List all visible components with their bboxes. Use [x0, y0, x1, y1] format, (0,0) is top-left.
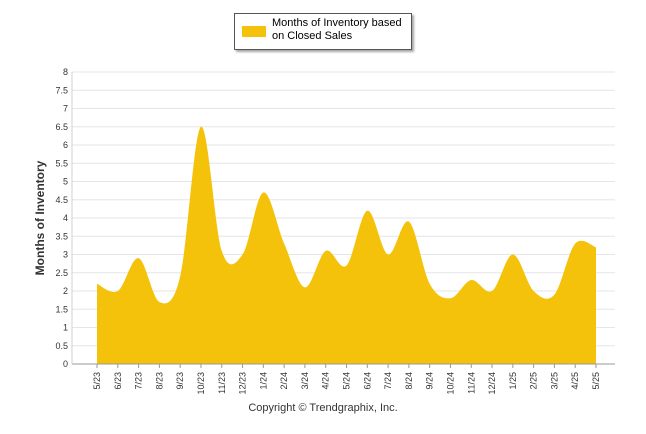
- x-tick-label: 6/24: [362, 372, 372, 390]
- y-tick-labels: 0 0.5 1 1.5 2 2.5 3 3.5 4 4.5 5 5.5 6 6.5 7 7.5 8: [55, 67, 68, 369]
- y-tick-label: 4.5: [55, 195, 68, 205]
- y-tick-label: 2.5: [55, 268, 68, 278]
- x-tick-label: 7/23: [134, 372, 144, 390]
- y-tick-label: 5: [63, 177, 68, 187]
- y-tick-label: 4: [63, 213, 68, 223]
- y-tick-label: 3.5: [55, 231, 68, 241]
- x-tick-labels: 5/23 6/23 7/23 8/23 9/23 10/23 11/23 12/23 1/24 2…: [92, 364, 601, 395]
- x-tick-label: 9/23: [175, 372, 185, 390]
- y-tick-label: 1: [63, 323, 68, 333]
- x-tick-label: 7/24: [383, 372, 393, 390]
- x-tick-label: 6/23: [113, 372, 123, 390]
- x-tick-label: 5/24: [342, 372, 352, 390]
- x-tick-label: 11/23: [217, 372, 227, 394]
- series-area: [97, 126, 596, 364]
- x-tick-label: 5/25: [591, 372, 601, 390]
- x-tick-label: 1/25: [508, 372, 518, 390]
- y-tick-label: 1.5: [55, 304, 68, 314]
- y-tick-label: 7: [63, 104, 68, 114]
- axes: [71, 72, 615, 365]
- x-tick-label: 9/24: [425, 372, 435, 390]
- x-tick-label: 3/24: [300, 372, 310, 390]
- x-tick-label: 12/23: [238, 372, 248, 395]
- y-axis-label: Months of Inventory: [33, 160, 47, 275]
- x-tick-label: 10/24: [445, 372, 455, 395]
- x-tick-label: 5/23: [92, 372, 102, 390]
- x-tick-label: 4/25: [570, 372, 580, 390]
- y-tick-label: 5.5: [55, 158, 68, 168]
- legend-swatch: [242, 26, 266, 37]
- y-tick-label: 6.5: [55, 122, 68, 132]
- series-area-group: [96, 126, 597, 364]
- x-tick-label: 1/24: [258, 372, 268, 390]
- copyright-text: Copyright © Trendgraphix, Inc.: [248, 402, 398, 414]
- legend-label: Months of Inventory based on Closed Sale…: [272, 17, 402, 42]
- y-tick-label: 0: [63, 359, 68, 369]
- x-tick-label: 10/23: [196, 372, 206, 395]
- y-tick-label: 6: [63, 140, 68, 150]
- x-tick-label: 11/24: [466, 372, 476, 394]
- x-tick-label: 4/24: [321, 372, 331, 390]
- y-tick-label: 3: [63, 250, 68, 260]
- y-tick-label: 7.5: [55, 85, 68, 95]
- legend: Months of Inventory based on Closed Sale…: [234, 13, 412, 50]
- x-tick-label: 2/25: [529, 372, 539, 390]
- x-tick-label: 3/25: [549, 372, 559, 390]
- x-tick-label: 12/24: [487, 372, 497, 395]
- x-tick-label: 2/24: [279, 372, 289, 390]
- y-tick-label: 8: [63, 67, 68, 77]
- x-tick-label: 8/23: [154, 372, 164, 390]
- y-tick-label: 0.5: [55, 341, 68, 351]
- y-tick-label: 2: [63, 286, 68, 296]
- x-tick-label: 8/24: [404, 372, 414, 390]
